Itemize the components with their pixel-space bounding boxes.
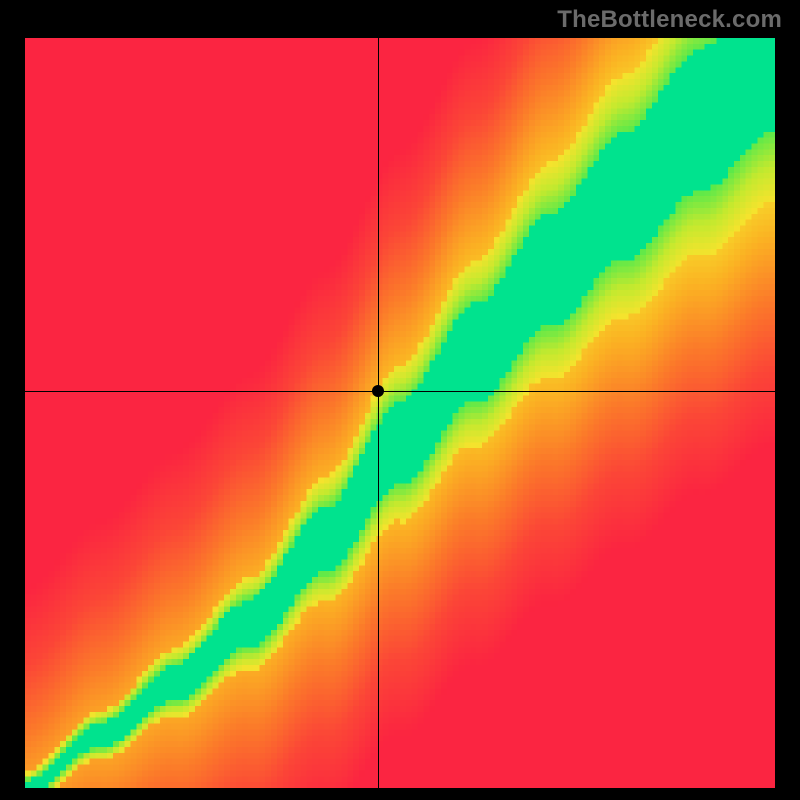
heatmap-plot-area — [25, 38, 775, 788]
heatmap-canvas — [25, 38, 775, 788]
crosshair-vertical — [378, 38, 379, 788]
crosshair-marker — [372, 385, 384, 397]
watermark-text: TheBottleneck.com — [557, 6, 782, 34]
crosshair-horizontal — [25, 391, 775, 392]
